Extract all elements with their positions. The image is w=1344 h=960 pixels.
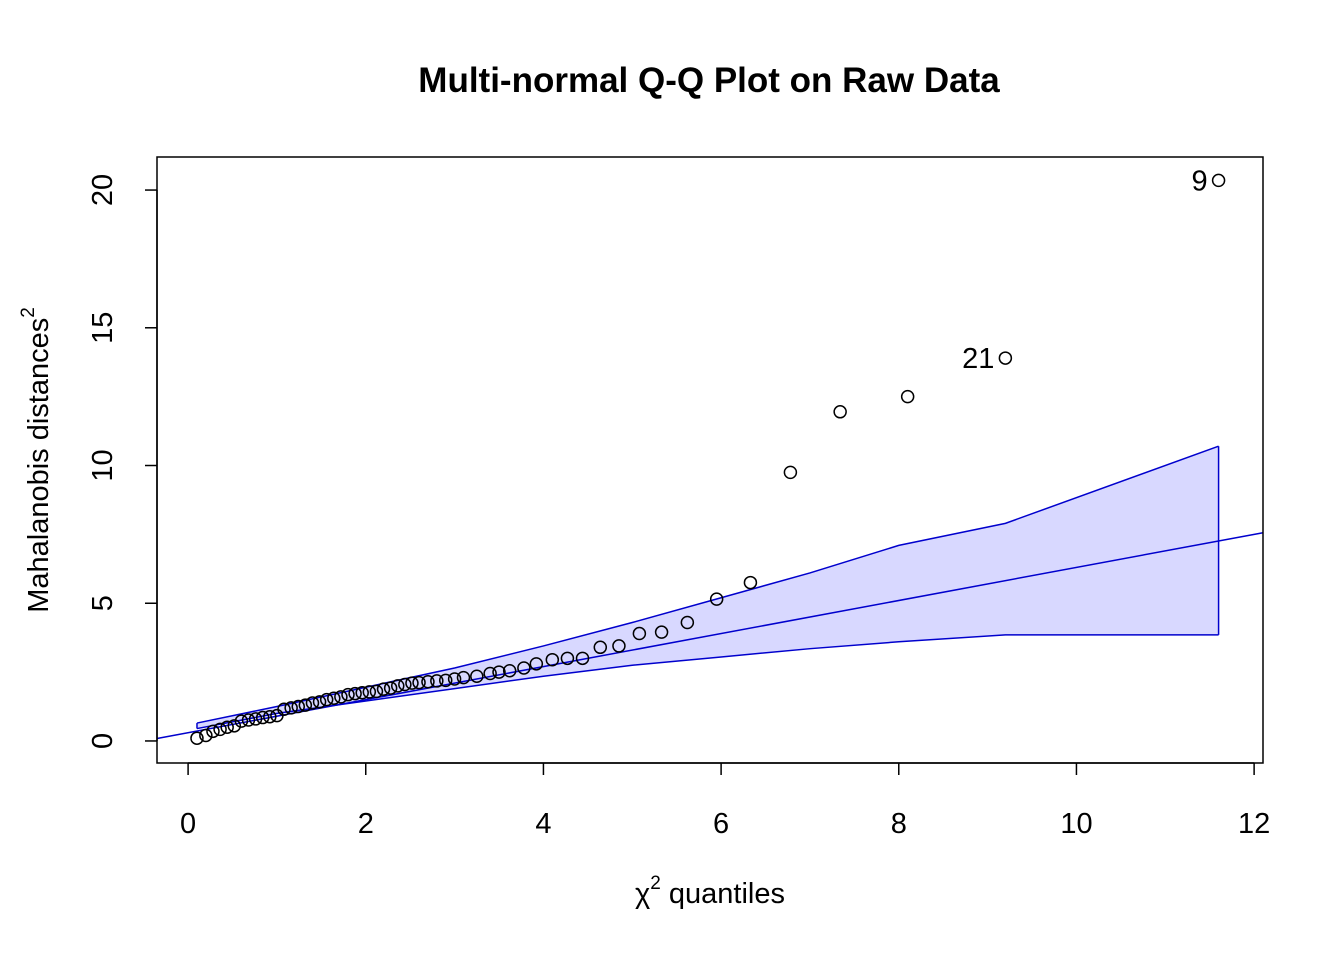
data-point xyxy=(305,696,320,710)
reference-line-layer xyxy=(156,531,1264,740)
y-tick-label: 5 xyxy=(87,595,119,611)
data-point xyxy=(492,665,506,679)
x-tick-label: 6 xyxy=(713,808,729,840)
data-point xyxy=(334,690,348,704)
data-point xyxy=(355,686,369,700)
data-point xyxy=(255,710,270,725)
x-tick-label: 0 xyxy=(180,808,196,840)
x-tick-label: 10 xyxy=(1060,808,1092,840)
data-point xyxy=(654,625,669,639)
data-point xyxy=(277,702,291,717)
x-axis-label-text: quantiles xyxy=(661,878,785,910)
data-point xyxy=(833,405,847,419)
data-point xyxy=(398,677,412,692)
x-axis: 0 2 4 6 8 10 12 xyxy=(180,762,1270,840)
y-tick-label: 20 xyxy=(87,174,119,206)
data-point xyxy=(319,692,334,707)
data-point xyxy=(227,719,242,733)
y-axis-label-text: Mahalanobis distances xyxy=(23,318,55,613)
data-point xyxy=(383,681,398,695)
data-point xyxy=(412,675,426,690)
envelope-fill xyxy=(196,446,1219,729)
data-point xyxy=(312,695,327,709)
x-axis-label: χ2 quantiles xyxy=(635,873,785,910)
data-point xyxy=(612,639,626,653)
data-points xyxy=(190,173,1226,745)
confidence-envelope xyxy=(196,445,1220,730)
data-point xyxy=(998,351,1013,365)
data-point xyxy=(430,674,444,688)
data-point xyxy=(263,709,277,724)
data-point xyxy=(743,575,758,590)
data-point xyxy=(190,731,204,745)
data-point xyxy=(900,389,915,404)
data-point xyxy=(529,657,544,671)
data-point xyxy=(421,674,435,689)
data-point xyxy=(575,651,590,666)
y-axis: 0 5 10 15 20 xyxy=(87,174,158,749)
x-tick-label: 4 xyxy=(535,808,551,840)
data-point xyxy=(632,626,647,641)
data-point xyxy=(545,652,560,667)
x-tick-label: 2 xyxy=(358,808,374,840)
y-axis-label: Mahalanobis distances2 xyxy=(18,307,55,613)
point-label: 9 xyxy=(1191,165,1207,197)
point-labels: 21 9 xyxy=(962,165,1207,375)
data-point xyxy=(362,685,377,699)
plot-frame xyxy=(156,156,1264,764)
y-axis-label-superscript: 2 xyxy=(18,307,39,318)
reference-line xyxy=(156,531,1264,740)
y-tick-label: 15 xyxy=(87,312,119,344)
data-point xyxy=(234,714,249,728)
data-point xyxy=(390,679,405,693)
data-point xyxy=(783,465,798,480)
data-point xyxy=(241,713,256,727)
data-point xyxy=(1211,173,1226,188)
data-point xyxy=(560,651,575,666)
data-point xyxy=(709,592,724,606)
data-point xyxy=(298,698,313,712)
point-label: 21 xyxy=(962,343,994,375)
data-point xyxy=(284,701,298,715)
data-point xyxy=(248,712,263,726)
data-point xyxy=(483,666,497,681)
y-tick-label: 0 xyxy=(87,733,119,749)
data-point xyxy=(213,722,227,737)
x-tick-label: 8 xyxy=(891,808,907,840)
data-point xyxy=(376,682,391,696)
data-point xyxy=(456,670,471,685)
data-point xyxy=(405,676,419,690)
x-axis-label-superscript: 2 xyxy=(650,873,661,894)
data-point xyxy=(470,669,484,683)
data-point xyxy=(680,615,695,630)
data-point xyxy=(348,686,362,701)
x-axis-label-symbol: χ xyxy=(635,878,650,910)
data-point xyxy=(593,640,608,655)
data-point xyxy=(206,724,220,739)
data-point xyxy=(438,673,453,688)
data-point xyxy=(502,663,517,678)
x-tick-label: 12 xyxy=(1238,808,1270,840)
data-point xyxy=(220,720,234,734)
data-point xyxy=(199,728,213,743)
data-point xyxy=(327,691,341,706)
data-point xyxy=(447,672,462,686)
y-tick-label: 10 xyxy=(87,449,119,481)
data-point xyxy=(369,684,384,699)
data-point xyxy=(291,699,305,714)
data-point xyxy=(341,687,355,702)
chart-title: Multi-normal Q-Q Plot on Raw Data xyxy=(418,61,1000,100)
data-point xyxy=(517,661,531,675)
